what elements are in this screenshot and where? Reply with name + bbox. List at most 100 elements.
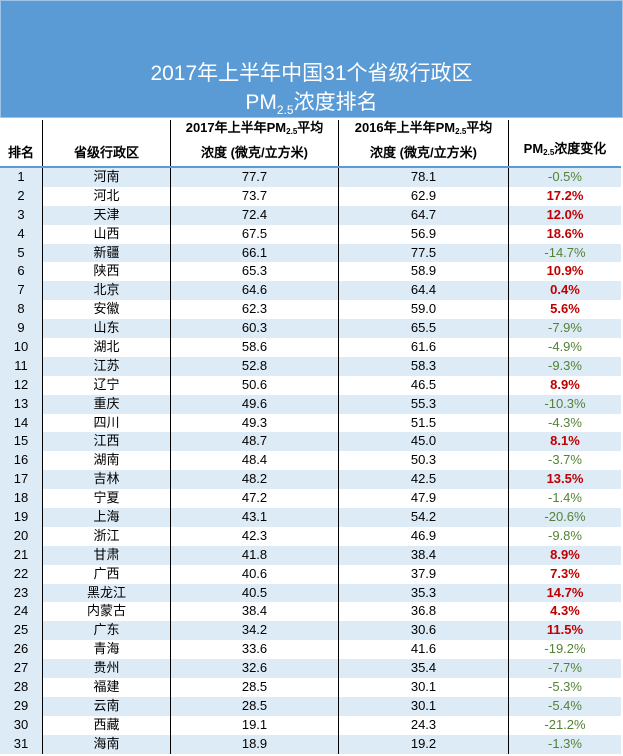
region-cell: 上海 — [43, 508, 171, 527]
pm-2017-cell: 72.4 — [171, 205, 339, 225]
pm-2017-cell: 28.5 — [171, 696, 339, 716]
change-cell: -5.4% — [548, 697, 582, 713]
table-row: 6 陕西 65.3 58.9 10.9% — [0, 262, 621, 282]
rank-cell: 25 — [0, 621, 43, 641]
pm-2016-cell: 47.9 — [339, 489, 509, 509]
pm-2017-cell: 41.8 — [171, 545, 339, 565]
pm-2016-cell: 62.9 — [339, 186, 509, 206]
pm-2016-cell: 38.4 — [339, 545, 509, 565]
pm-2016-cell: 56.9 — [339, 224, 509, 244]
pm-2017-cell: 40.6 — [171, 564, 339, 584]
region-cell: 山西 — [43, 224, 171, 244]
pm-2016-cell: 78.1 — [339, 168, 509, 187]
pm-2016-cell: 42.5 — [339, 470, 509, 490]
table-row: 13 重庆 49.6 55.3 -10.3% — [0, 394, 621, 414]
pm-2017-cell: 19.1 — [171, 715, 339, 735]
pm-2016-cell: 50.3 — [339, 451, 509, 471]
rank-cell: 16 — [0, 451, 43, 471]
table-row: 5 新疆 66.1 77.5 -14.7% — [0, 243, 621, 263]
rank-cell: 6 — [0, 262, 43, 282]
pm-2016-cell: 45.0 — [339, 432, 509, 452]
title-line-2: PM2.5浓度排名 — [1, 88, 622, 125]
table-row: 16 湖南 48.4 50.3 -3.7% — [0, 451, 621, 471]
pm-2016-cell: 35.3 — [339, 583, 509, 603]
change-cell: 7.3% — [550, 565, 580, 581]
rank-cell: 29 — [0, 696, 43, 716]
table-row: 18 宁夏 47.2 47.9 -1.4% — [0, 489, 621, 509]
change-cell: 12.0% — [546, 206, 584, 222]
region-cell: 黑龙江 — [43, 583, 171, 603]
rank-cell: 28 — [0, 678, 43, 697]
region-cell: 青海 — [43, 640, 171, 660]
pm-2017-cell: 60.3 — [171, 319, 339, 339]
header-change-text: 浓度变化 — [554, 141, 607, 156]
pm-2016-cell: 54.2 — [339, 508, 509, 527]
pm-2017-cell: 49.3 — [171, 413, 339, 433]
rank-cell: 8 — [0, 300, 43, 320]
region-cell: 甘肃 — [43, 545, 171, 565]
table-row: 20 浙江 42.3 46.9 -9.8% — [0, 526, 621, 546]
header-2016-text-b: 平均 — [466, 120, 493, 135]
pm-2017-cell: 62.3 — [171, 300, 339, 320]
region-cell: 安徽 — [43, 300, 171, 320]
change-cell: 17.2% — [546, 187, 584, 203]
region-cell: 北京 — [43, 281, 171, 301]
pm-2016-cell: 19.2 — [339, 734, 509, 754]
region-cell: 江西 — [43, 432, 171, 452]
pm-2017-cell: 42.3 — [171, 526, 339, 546]
pm-2016-cell: 30.6 — [339, 621, 509, 641]
region-cell: 江苏 — [43, 356, 171, 376]
title-pm-sub: 2.5 — [276, 103, 294, 118]
pm-2017-cell: 38.4 — [171, 602, 339, 622]
pm-2017-cell: 47.2 — [171, 489, 339, 509]
pm-2017-cell: 32.6 — [171, 659, 339, 679]
change-cell: 18.6% — [546, 225, 584, 241]
region-cell: 浙江 — [43, 526, 171, 546]
region-cell: 河南 — [43, 168, 171, 187]
rank-cell: 2 — [0, 186, 43, 206]
table-row: 24 内蒙古 38.4 36.8 4.3% — [0, 602, 621, 622]
change-cell: -9.8% — [548, 527, 582, 543]
table-row: 26 青海 33.6 41.6 -19.2% — [0, 640, 621, 660]
pm-2017-cell: 48.4 — [171, 451, 339, 471]
table-row: 31 海南 18.9 19.2 -1.3% — [0, 734, 621, 754]
pm-2016-cell: 35.4 — [339, 659, 509, 679]
change-cell: -5.3% — [548, 679, 582, 695]
region-cell: 河北 — [43, 186, 171, 206]
pm-2016-cell: 30.1 — [339, 678, 509, 697]
rank-cell: 14 — [0, 413, 43, 433]
rank-cell: 1 — [0, 168, 43, 187]
change-cell: -0.5% — [548, 169, 582, 184]
table-row: 3 天津 72.4 64.7 12.0% — [0, 205, 621, 225]
rank-cell: 23 — [0, 583, 43, 603]
table-row: 4 山西 67.5 56.9 18.6% — [0, 224, 621, 244]
change-cell: -9.3% — [548, 357, 582, 373]
table-row: 10 湖北 58.6 61.6 -4.9% — [0, 338, 621, 357]
header-2016-unit: 浓度 (微克/立方米) — [370, 145, 477, 160]
rank-cell: 7 — [0, 281, 43, 301]
table-row: 2 河北 73.7 62.9 17.2% — [0, 186, 621, 206]
pm-2017-cell: 43.1 — [171, 508, 339, 527]
pm-2017-cell: 50.6 — [171, 375, 339, 395]
pm-2017-cell: 49.6 — [171, 394, 339, 414]
change-cell: -7.7% — [548, 660, 582, 676]
table-row: 8 安徽 62.3 59.0 5.6% — [0, 300, 621, 320]
table-row: 14 四川 49.3 51.5 -4.3% — [0, 413, 621, 433]
pm-2017-cell: 48.2 — [171, 470, 339, 490]
change-cell: 5.6% — [550, 301, 580, 317]
table-row: 12 辽宁 50.6 46.5 8.9% — [0, 375, 621, 395]
region-cell: 陕西 — [43, 262, 171, 282]
table-row: 1 河南 77.7 78.1 -0.5% — [0, 168, 621, 187]
rank-cell: 31 — [0, 734, 43, 754]
change-cell: 8.1% — [550, 433, 580, 449]
region-cell: 吉林 — [43, 470, 171, 490]
header-change: PM2.5浓度变化 — [509, 120, 621, 166]
change-cell: -1.4% — [548, 490, 582, 506]
table-row: 27 贵州 32.6 35.4 -7.7% — [0, 659, 621, 679]
pm-2017-cell: 34.2 — [171, 621, 339, 641]
region-cell: 西藏 — [43, 715, 171, 735]
rank-cell: 15 — [0, 432, 43, 452]
change-cell: -4.9% — [548, 339, 582, 355]
change-cell: 14.7% — [546, 584, 584, 600]
table-row: 22 广西 40.6 37.9 7.3% — [0, 564, 621, 584]
